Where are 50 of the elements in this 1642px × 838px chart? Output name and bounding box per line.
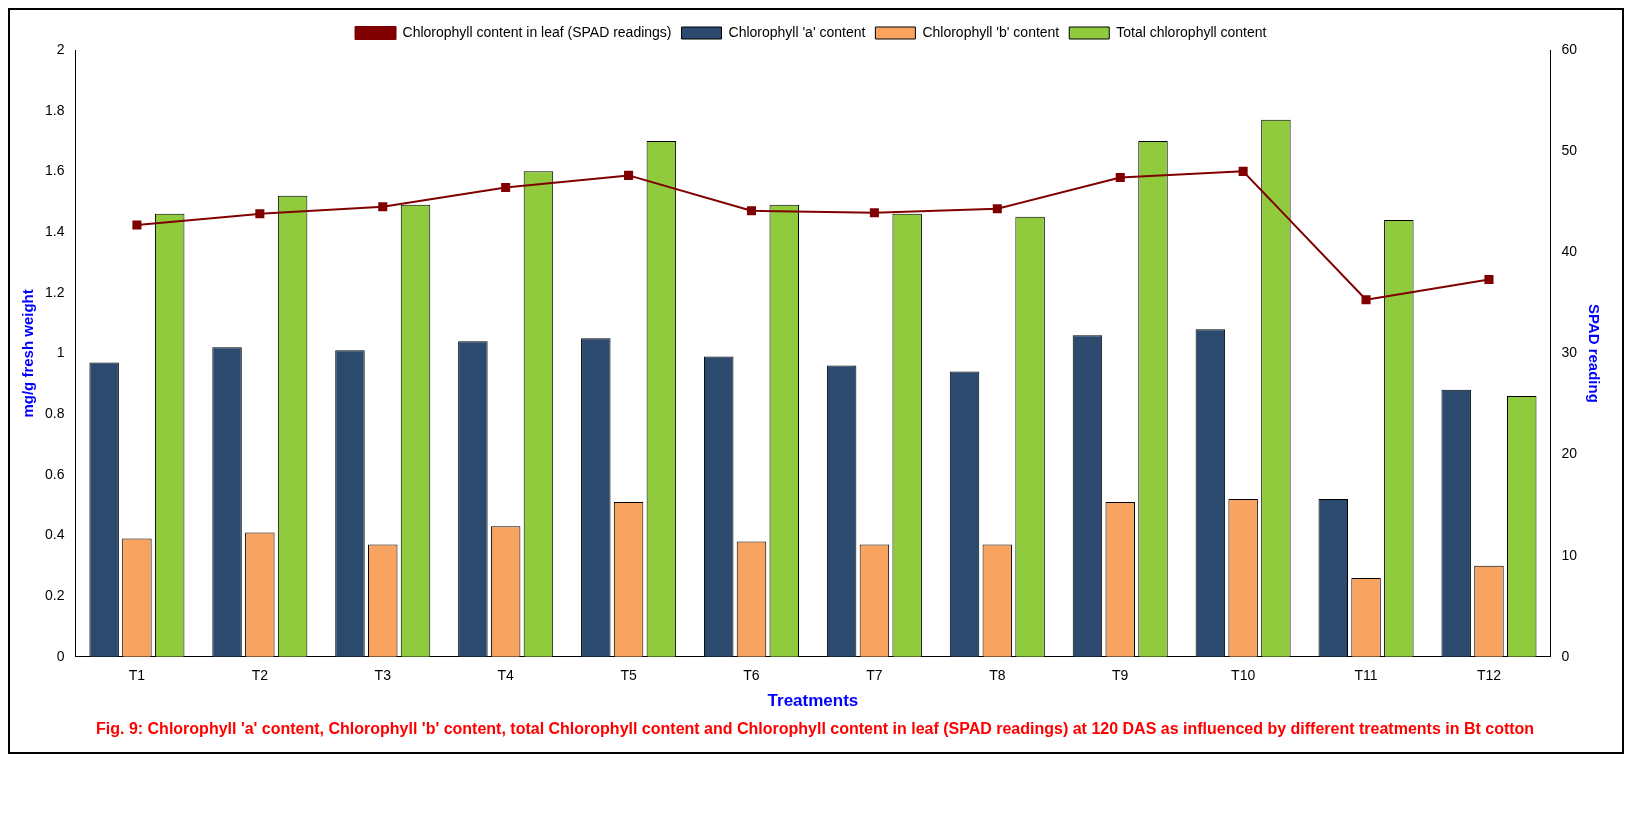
y2-tick-label: 60 [1561,40,1578,57]
caption: Fig. 9: Chlorophyll 'a' content, Chlorophyll 'b' content, total Chlorophyll content and Chlorophyll content in leaf (SPAD readings) at 120 DAS as influenced by different treatments in Bt cotton [95,719,1536,739]
legend-label: Total chlorophyll content [1116,23,1267,40]
x-tick-label: T6 [743,667,760,684]
x-tick-label: T2 [251,667,269,684]
y-tick-label: 1 [56,344,65,361]
x-tick-label: T5 [620,667,637,684]
point [255,209,265,219]
y-tick-label: 2 [56,40,65,57]
legend-label: Chlorophyll content in leaf (SPAD readings) [402,23,672,40]
y-tick-label: 1.2 [44,283,65,300]
point [501,183,511,193]
y2-tick-label: 0 [1561,647,1570,664]
point [1361,295,1371,305]
y-tick-label: 1.8 [44,101,65,118]
x-tick-label: T1 [128,667,146,684]
y-tick-label: 0.8 [44,404,65,421]
x-tick-label: T12 [1476,667,1502,684]
point [869,208,879,218]
x-tick-label: T3 [374,667,392,684]
y2-tick-label: 10 [1561,546,1578,563]
x-axis-title: Treatments [767,691,859,711]
x-tick-label: T8 [989,667,1006,684]
y2-tick-label: 20 [1561,445,1578,462]
point [378,202,388,212]
legend-label: Chlorophyll 'b' content [922,23,1060,40]
point [1115,172,1125,182]
point [1484,275,1494,285]
x-tick-label: T11 [1354,667,1378,684]
y2-tick-label: 40 [1561,243,1578,260]
x-tick-label: T4 [497,667,515,684]
y-axis-title: mg/g fresh weight [19,289,37,418]
y2-tick-label: 30 [1561,344,1578,361]
y-tick-label: 1.6 [44,162,65,179]
y-tick-label: 1.4 [44,222,65,239]
y-tick-label: 0.4 [44,526,65,543]
y2-tick-label: 50 [1561,141,1578,158]
point [1238,166,1248,176]
y-tick-label: 0.2 [44,586,65,603]
x-tick-label: T9 [1112,667,1129,684]
point [992,204,1002,214]
y2-axis-title: SPAD reading [1585,303,1603,403]
x-tick-label: T10 [1231,667,1256,684]
legend-label: Chlorophyll 'a' content [728,23,866,40]
point [746,206,757,216]
y-tick-label: 0 [56,647,65,664]
point [132,220,142,230]
y-tick-label: 0.6 [44,465,65,482]
x-tick-label: T7 [866,667,883,684]
point [624,170,634,180]
